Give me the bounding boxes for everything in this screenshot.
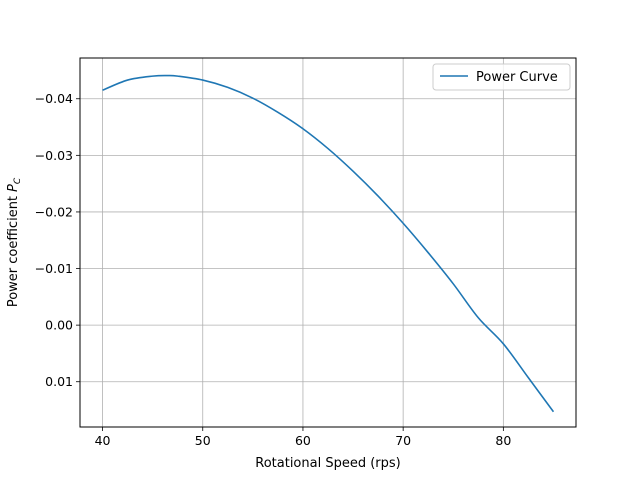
x-tick-label: 50	[195, 433, 211, 448]
y-tick-label: −0.02	[35, 204, 73, 219]
legend-box	[432, 63, 571, 91]
x-tick-label: 40	[95, 433, 111, 448]
x-tick-label: 70	[395, 433, 411, 448]
y-ticks: −0.04 −0.03 −0.02 −0.01 0.00 0.01	[35, 91, 80, 389]
x-ticks: 40 50 60 70 80	[95, 427, 511, 448]
y-axis-label: Power coefficient PC	[6, 177, 23, 307]
y-axis-label-symbol: P	[6, 184, 21, 192]
y-axis-label-subscript: C	[13, 177, 23, 184]
x-axis-label: Rotational Speed (rps)	[255, 456, 400, 471]
x-tick-label: 60	[295, 433, 311, 448]
series-layer	[102, 74, 555, 413]
series-line-power-curve	[102, 74, 555, 413]
y-tick-label: −0.04	[35, 91, 73, 106]
y-tick-label: −0.01	[35, 261, 73, 276]
plot-frame	[79, 57, 577, 428]
y-tick-label: 0.00	[45, 318, 73, 333]
legend-label-power-curve: Power Curve	[476, 70, 558, 85]
y-tick-label: −0.03	[35, 148, 73, 163]
x-tick-label: 80	[495, 433, 511, 448]
y-axis-label-text: Power coefficient	[6, 196, 21, 307]
legend: Power Curve	[432, 63, 571, 91]
grid	[80, 58, 576, 427]
y-tick-label: 0.01	[45, 374, 73, 389]
